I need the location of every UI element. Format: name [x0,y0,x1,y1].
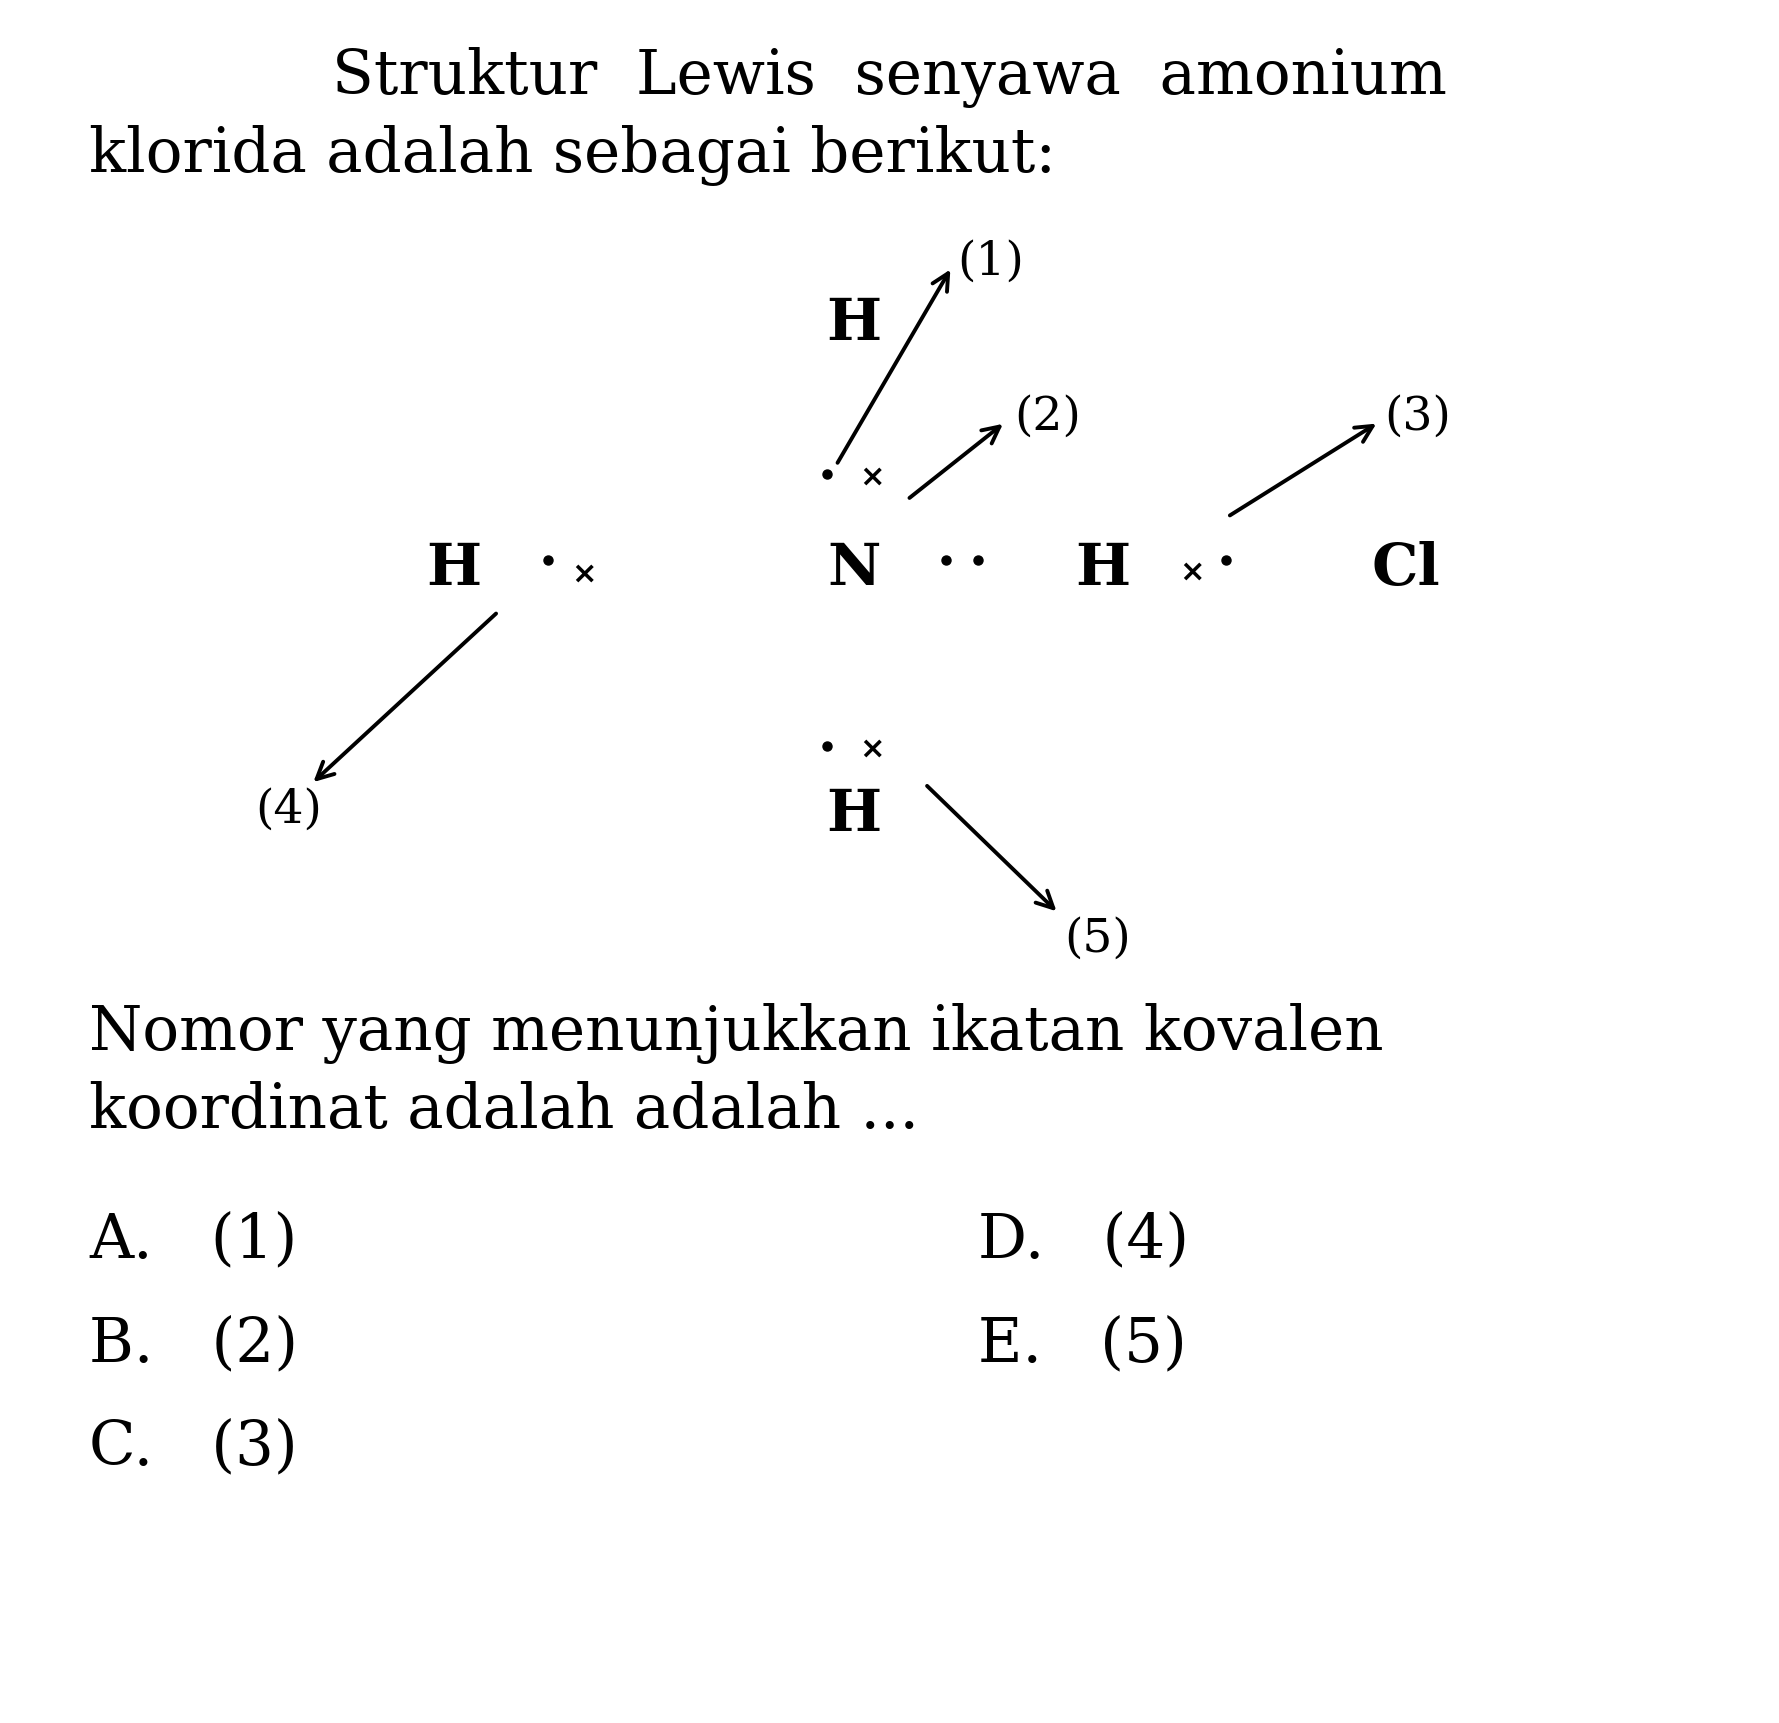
Text: N: N [827,541,881,596]
Text: Cl: Cl [1372,541,1439,596]
Text: H: H [827,296,881,351]
Text: (5): (5) [1064,917,1131,961]
Text: B.   (2): B. (2) [89,1315,299,1373]
Text: klorida adalah sebagai berikut:: klorida adalah sebagai berikut: [89,124,1057,186]
Text: H: H [1076,541,1130,596]
Text: A.   (1): A. (1) [89,1211,297,1270]
Text: (2): (2) [1014,395,1082,439]
Text: D.   (4): D. (4) [978,1211,1190,1270]
Text: (3): (3) [1384,395,1452,439]
Text: H: H [427,541,480,596]
Text: ×: × [1179,558,1204,586]
Text: (1): (1) [957,239,1025,284]
Text: ×: × [859,736,884,763]
Text: Nomor yang menunjukkan ikatan kovalen: Nomor yang menunjukkan ikatan kovalen [89,1003,1384,1065]
Text: ×: × [859,463,884,491]
Text: ×: × [571,560,596,588]
Text: E.   (5): E. (5) [978,1315,1187,1373]
Text: C.   (3): C. (3) [89,1418,297,1477]
Text: (4): (4) [254,787,322,832]
Text: koordinat adalah adalah ...: koordinat adalah adalah ... [89,1082,920,1141]
Text: H: H [827,787,881,843]
Text: Struktur  Lewis  senyawa  amonium: Struktur Lewis senyawa amonium [333,47,1446,109]
